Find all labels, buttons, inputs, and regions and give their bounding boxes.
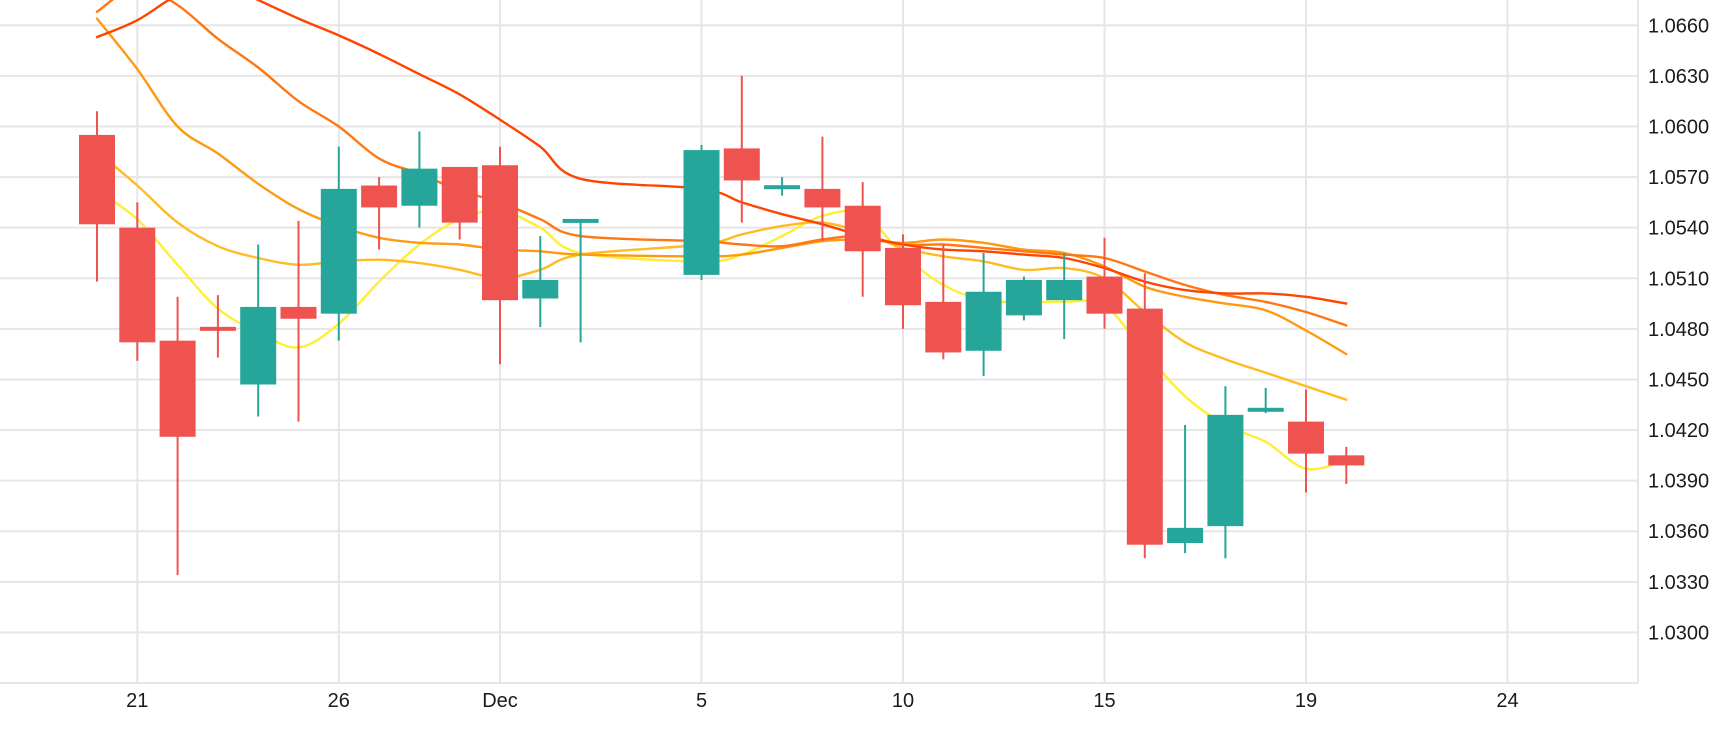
candle-body bbox=[199, 326, 236, 331]
y-tick-label: 1.0540 bbox=[1648, 218, 1709, 240]
candle-body bbox=[562, 218, 599, 223]
x-axis: 21 26 Dec 5 10 15 19 24 bbox=[126, 690, 1518, 712]
candle bbox=[1167, 424, 1204, 554]
candle-body bbox=[965, 291, 1002, 351]
candle bbox=[1046, 252, 1083, 339]
y-tick-label: 1.0510 bbox=[1648, 268, 1709, 290]
x-tick-label: 21 bbox=[126, 690, 148, 712]
candle-body bbox=[361, 185, 398, 208]
candle-body bbox=[683, 150, 720, 275]
candle bbox=[361, 177, 398, 250]
candle-body bbox=[844, 205, 881, 252]
candle-body bbox=[885, 247, 921, 306]
candle bbox=[562, 218, 599, 343]
candle bbox=[522, 236, 559, 328]
candle-body bbox=[159, 340, 196, 437]
candle-body bbox=[320, 188, 357, 314]
x-tick-label: 10 bbox=[892, 690, 914, 712]
candle bbox=[119, 202, 156, 361]
candle bbox=[1288, 389, 1324, 493]
candle-body bbox=[1288, 421, 1324, 454]
candle bbox=[441, 166, 478, 240]
y-tick-label: 1.0330 bbox=[1648, 572, 1709, 594]
candle-body bbox=[723, 148, 760, 181]
candle-body bbox=[441, 166, 478, 223]
y-tick-label: 1.0480 bbox=[1648, 319, 1709, 341]
moving-average-line-5 bbox=[95, 0, 1348, 305]
candle bbox=[764, 177, 801, 196]
candle-body bbox=[401, 168, 438, 206]
candle bbox=[683, 145, 720, 280]
candle bbox=[804, 136, 841, 242]
x-tick-label: Dec bbox=[482, 690, 518, 712]
candle-body bbox=[1247, 407, 1284, 412]
y-tick-label: 1.0570 bbox=[1648, 167, 1709, 189]
candle bbox=[844, 182, 881, 297]
candle-body bbox=[1086, 276, 1123, 314]
y-tick-label: 1.0600 bbox=[1648, 116, 1709, 138]
y-tick-label: 1.0660 bbox=[1648, 15, 1709, 37]
candle bbox=[401, 131, 438, 228]
candle-body bbox=[804, 188, 841, 208]
candle-body bbox=[1328, 455, 1365, 466]
x-tick-label: 26 bbox=[328, 690, 350, 712]
y-tick-label: 1.0420 bbox=[1648, 420, 1709, 442]
candle-body bbox=[1126, 308, 1163, 545]
candle-body bbox=[79, 134, 115, 225]
x-tick-label: 15 bbox=[1093, 690, 1115, 712]
moving-average-line-4 bbox=[95, 0, 1348, 327]
candle-body bbox=[119, 227, 156, 343]
x-tick-label: 19 bbox=[1295, 690, 1317, 712]
candle bbox=[1207, 386, 1244, 559]
candle-body bbox=[1046, 279, 1083, 301]
y-tick-label: 1.0630 bbox=[1648, 66, 1709, 88]
moving-average-line-3 bbox=[95, 17, 1348, 356]
candle bbox=[1005, 276, 1042, 321]
candle-body bbox=[522, 279, 559, 299]
candle bbox=[885, 234, 921, 329]
candle bbox=[925, 244, 962, 360]
candle-body bbox=[1005, 279, 1042, 316]
candle bbox=[1247, 387, 1284, 414]
y-axis: 1.0300 1.0330 1.0360 1.0390 1.0420 1.0450 1.04… bbox=[1648, 15, 1709, 644]
candle-body bbox=[925, 301, 962, 353]
candle bbox=[280, 220, 317, 422]
candle bbox=[1126, 273, 1163, 559]
y-tick-label: 1.0450 bbox=[1648, 369, 1709, 391]
candle bbox=[79, 111, 115, 282]
candle bbox=[159, 296, 196, 576]
candle-body bbox=[1167, 527, 1204, 544]
candle bbox=[1328, 446, 1365, 485]
candle bbox=[1086, 237, 1123, 329]
y-tick-label: 1.0300 bbox=[1648, 622, 1709, 644]
y-tick-label: 1.0360 bbox=[1648, 521, 1709, 543]
candle bbox=[965, 252, 1002, 377]
candle bbox=[320, 146, 357, 341]
x-tick-label: 5 bbox=[696, 690, 707, 712]
candle-body bbox=[764, 185, 801, 190]
candle-body bbox=[482, 165, 518, 301]
candle-body bbox=[240, 306, 277, 385]
candle bbox=[482, 146, 518, 365]
candle-body bbox=[280, 306, 317, 319]
candle bbox=[723, 75, 760, 223]
candle-body bbox=[1207, 414, 1244, 527]
candles bbox=[79, 75, 1365, 576]
x-tick-label: 24 bbox=[1496, 690, 1518, 712]
candle bbox=[199, 295, 236, 358]
y-tick-label: 1.0390 bbox=[1648, 471, 1709, 493]
candle bbox=[240, 244, 277, 417]
